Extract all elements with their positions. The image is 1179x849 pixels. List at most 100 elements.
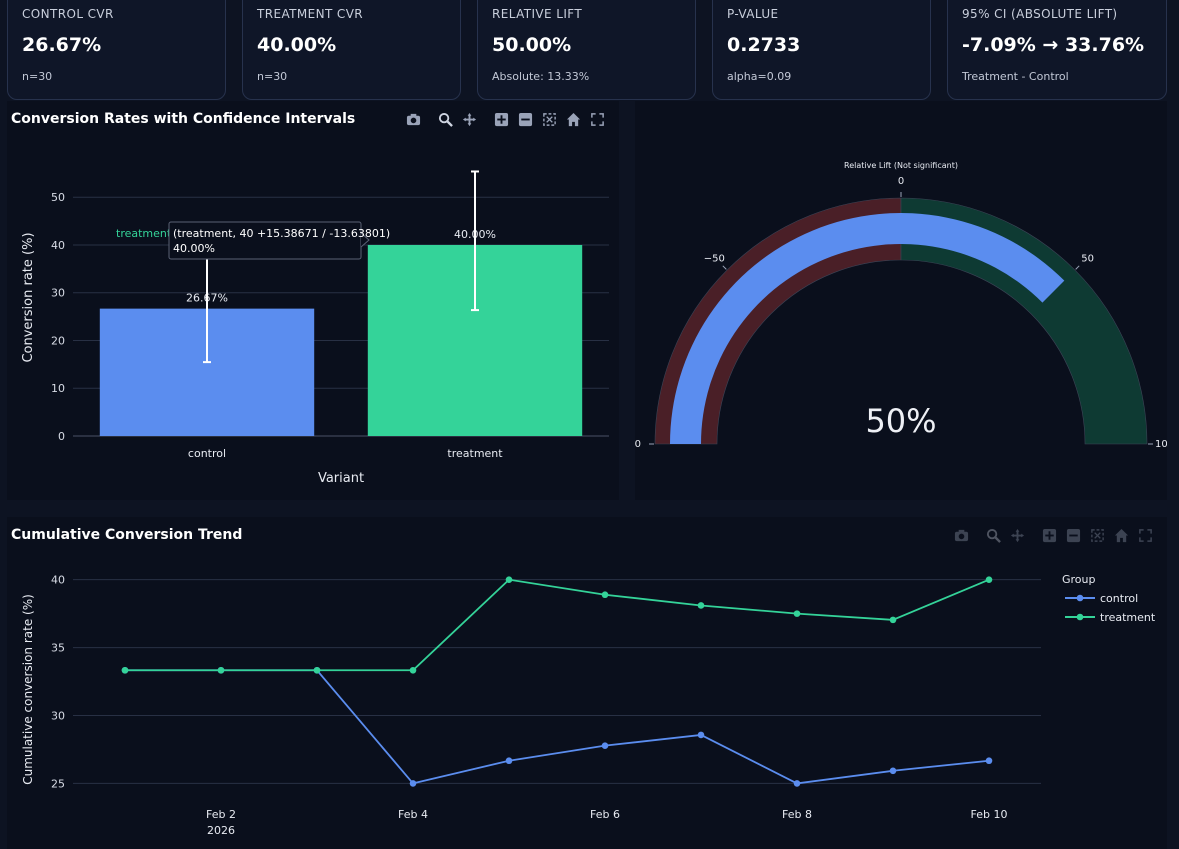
bar-chart-panel: Conversion Rates with Confidence Interva… (7, 101, 619, 500)
kpi-card-control-cvr: CONTROL CVR 26.67% n=30 (7, 0, 226, 100)
kpi-card-p-value: P-VALUE 0.2733 alpha=0.09 (712, 0, 931, 100)
kpi-label: 95% CI (ABSOLUTE LIFT) (962, 7, 1118, 21)
zoom-in-icon[interactable] (1037, 525, 1061, 545)
kpi-label: CONTROL CVR (22, 7, 114, 21)
kpi-label: RELATIVE LIFT (492, 7, 583, 21)
kpi-card-relative-lift: RELATIVE LIFT 50.00% Absolute: 13.33% (477, 0, 696, 100)
zoom-out-icon[interactable] (513, 109, 537, 129)
data-point-treatment (793, 610, 801, 617)
data-point-treatment (889, 616, 897, 624)
kpi-value: 26.67% (22, 34, 102, 56)
x-tick-sublabel: 2026 (207, 824, 235, 837)
kpi-card-ci: 95% CI (ABSOLUTE LIFT) -7.09% → 33.76% T… (947, 0, 1167, 100)
legend-label-treatment: treatment (1100, 611, 1156, 624)
gauge-band-positive (900, 197, 1148, 445)
fullscreen-icon[interactable] (1133, 525, 1157, 545)
legend-marker-treatment (1076, 613, 1084, 621)
series-line-control (125, 669, 990, 785)
data-point-control (409, 780, 417, 787)
x-tick-label: Feb 8 (782, 808, 812, 821)
gauge-tick-label: 0 (898, 176, 904, 187)
gauge-band-negative (654, 197, 902, 445)
y-tick-label: 30 (51, 709, 65, 722)
data-point-control (889, 767, 897, 775)
camera-icon[interactable] (949, 525, 973, 545)
x-axis-title: Variant (318, 471, 364, 486)
series-line-treatment (125, 578, 990, 672)
data-point-treatment (697, 602, 705, 609)
y-tick-label: 0 (58, 430, 65, 443)
kpi-sub: Absolute: 13.33% (492, 70, 590, 83)
bar-chart[interactable]: 0102030405026.67%control40.00%treatmentV… (7, 101, 619, 500)
y-axis-title: Cumulative conversion rate (%) (21, 594, 35, 785)
data-point-treatment (121, 666, 129, 674)
tooltip-line-1: (treatment, 40 +15.38671 / -13.63801) (173, 227, 390, 240)
gauge-tick-label: 50 (1081, 253, 1094, 264)
x-tick-label: treatment (447, 447, 503, 460)
trend-panel: Cumulative Conversion Trend 25 30 35 40 Feb … (7, 517, 1167, 849)
kpi-sub: n=30 (22, 70, 53, 83)
x-tick-label: Feb 4 (398, 808, 428, 821)
autoscale-icon[interactable] (537, 109, 561, 129)
data-point-treatment (985, 576, 993, 583)
trend-chart-modebar (949, 525, 1157, 545)
data-point-control (505, 757, 513, 765)
bar-chart-modebar (401, 109, 609, 129)
trend-chart-title: Cumulative Conversion Trend (11, 527, 243, 543)
zoom-in-icon[interactable] (489, 109, 513, 129)
kpi-card-treatment-cvr: TREATMENT CVR 40.00% n=30 (242, 0, 461, 100)
gauge-panel: 00 −50 0 50 10 Relative Lift (Not significant… (635, 101, 1167, 500)
zoom-icon[interactable] (981, 525, 1005, 545)
kpi-sub: alpha=0.09 (727, 70, 792, 83)
y-tick-label: 10 (51, 382, 65, 395)
data-point-treatment (601, 591, 609, 599)
y-tick-label: 25 (51, 777, 65, 790)
hover-tooltip: treatment (treatment, 40 +15.38671 / -13.… (116, 221, 390, 260)
y-tick-label: 20 (51, 334, 65, 347)
x-tick-label: Feb 6 (590, 808, 620, 821)
data-point-treatment (409, 666, 417, 674)
legend-marker-control (1076, 594, 1084, 602)
zoom-out-icon[interactable] (1061, 525, 1085, 545)
kpi-value: 50.00% (492, 34, 572, 56)
data-point-treatment (313, 666, 321, 674)
kpi-label: P-VALUE (727, 7, 779, 21)
data-point-control (601, 742, 609, 749)
camera-icon[interactable] (401, 109, 425, 129)
data-point-control (985, 757, 993, 765)
kpi-value: 40.00% (257, 34, 337, 56)
x-tick-label: Feb 2 (206, 808, 236, 821)
kpi-value: 0.2733 (727, 34, 801, 56)
gauge-tick-label: 00 (635, 439, 641, 450)
kpi-sub: Treatment - Control (962, 70, 1069, 83)
gauge-tick (1075, 265, 1080, 270)
autoscale-icon[interactable] (1085, 525, 1109, 545)
gauge-tick-label: −50 (704, 253, 725, 264)
tooltip-series-label: treatment (116, 227, 172, 240)
home-icon[interactable] (561, 109, 585, 129)
y-tick-label: 30 (51, 287, 65, 300)
home-icon[interactable] (1109, 525, 1133, 545)
kpi-label: TREATMENT CVR (257, 7, 364, 21)
y-axis-title: Conversion rate (%) (21, 232, 36, 362)
pan-icon[interactable] (457, 109, 481, 129)
gauge-value-bar (670, 212, 1065, 444)
gauge-tick (722, 265, 727, 270)
data-point-treatment (217, 666, 225, 674)
y-tick-label: 40 (51, 239, 65, 252)
gauge-tick-label: 10 (1155, 439, 1167, 450)
gauge-value-text: 50% (865, 402, 936, 440)
x-tick-label: control (188, 447, 226, 460)
gauge-title: Relative Lift (Not significant) (844, 161, 958, 170)
pan-icon[interactable] (1005, 525, 1029, 545)
tooltip-line-2: 40.00% (173, 242, 215, 255)
bar-chart-title: Conversion Rates with Confidence Interva… (11, 111, 356, 127)
zoom-icon[interactable] (433, 109, 457, 129)
y-tick-label: 40 (51, 574, 65, 587)
fullscreen-icon[interactable] (585, 109, 609, 129)
gauge-chart[interactable]: 00 −50 0 50 10 Relative Lift (Not significant… (635, 101, 1167, 500)
legend-title: Group (1062, 573, 1096, 586)
tooltip-pointer (360, 232, 370, 248)
